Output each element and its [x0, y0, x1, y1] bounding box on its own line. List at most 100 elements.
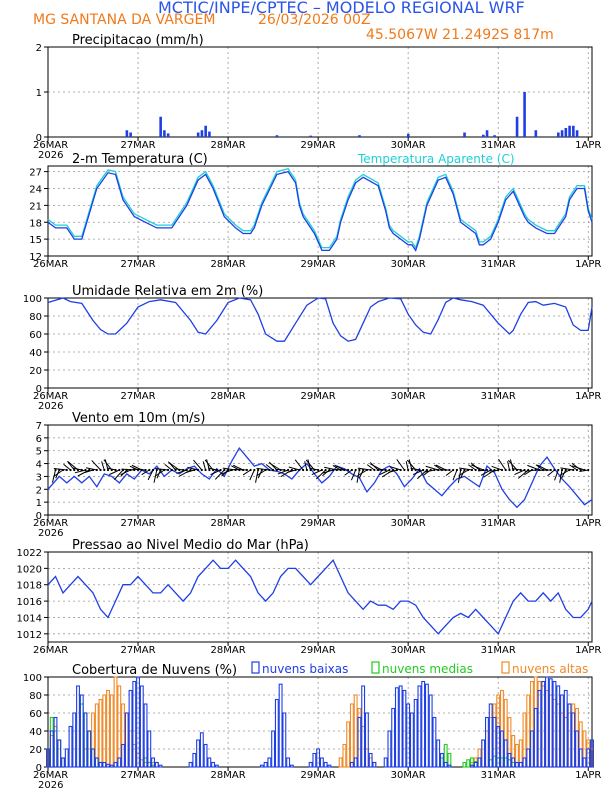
wind-arrow-head — [208, 468, 211, 472]
chart-header-coords: 45.5067W 21.2492S 817m — [366, 27, 554, 43]
cloud-bar — [466, 759, 471, 768]
wind-arrow — [77, 469, 90, 477]
wind-arrow — [460, 469, 465, 479]
wind-arrow — [121, 468, 135, 471]
cloud-bar — [541, 680, 546, 768]
precip-bar — [166, 133, 170, 137]
x-tick-label: 29MAR — [301, 391, 336, 402]
wind-arrow-head — [455, 468, 459, 472]
wind-arrow-head — [534, 468, 537, 472]
wind-arrow — [554, 469, 559, 481]
wind-arrow-head — [99, 468, 102, 472]
y-tick-label: 15 — [29, 235, 42, 246]
cloud-bar — [503, 739, 508, 768]
wind-arrow-head — [452, 468, 455, 472]
cloud-bar — [46, 748, 50, 768]
y-tick-label: 1012 — [17, 630, 42, 641]
wind-arrow — [232, 464, 244, 471]
panel-1 — [44, 46, 593, 141]
wind-arrow — [147, 469, 154, 481]
cloud-bar — [364, 712, 369, 768]
wind-arrow-head — [256, 468, 260, 472]
panel-2 — [44, 165, 593, 260]
wind-arrow-head — [73, 468, 76, 472]
wind-arrow — [524, 469, 536, 472]
x-tick-label: 26MAR — [33, 140, 68, 151]
wind-arrow-head — [283, 468, 286, 472]
cloud-bar — [368, 752, 373, 768]
cloud-bar — [500, 730, 504, 768]
wind-arrow — [222, 467, 236, 471]
wind-arrow-head — [410, 468, 414, 472]
wind-arrow — [91, 460, 101, 471]
wind-arrow — [477, 469, 487, 472]
series-line — [47, 297, 593, 342]
cloud-bar — [552, 680, 557, 768]
x-tick-year-label: 2026 — [38, 150, 63, 161]
cloud-bar — [349, 703, 354, 768]
cloud-bar — [398, 685, 403, 768]
wind-arrow-head — [448, 468, 451, 472]
cloud-bar — [526, 748, 531, 768]
wind-arrow-head — [166, 468, 170, 472]
cloud-bar — [507, 752, 512, 768]
cloud-bar — [586, 748, 591, 768]
wind-arrow-head — [320, 468, 323, 472]
wind-arrow — [233, 468, 247, 471]
x-tick-label: 28MAR — [211, 140, 246, 151]
cloud-bar — [575, 730, 579, 768]
wind-arrow — [344, 469, 353, 476]
x-tick-label: 30MAR — [391, 259, 426, 270]
cloud-bar — [533, 707, 538, 768]
wind-arrow — [425, 465, 439, 471]
cloud-bar — [188, 761, 193, 768]
wind-arrow-head — [268, 468, 271, 472]
y-tick-label: 40 — [29, 727, 42, 738]
x-tick-label: 30MAR — [391, 645, 426, 656]
cloud-bar — [109, 694, 114, 768]
x-tick-label: 1APR — [575, 645, 601, 656]
wind-arrow — [459, 467, 473, 471]
cloud-bar — [439, 752, 444, 768]
wind-arrow — [435, 464, 446, 471]
wind-arrow-head — [587, 468, 590, 472]
x-tick-label: 31MAR — [481, 518, 516, 529]
wind-arrow — [202, 461, 207, 471]
wind-arrow-head — [369, 468, 372, 472]
wind-arrow — [423, 469, 435, 473]
cloud-bar — [443, 761, 448, 768]
wind-arrow — [569, 464, 578, 471]
wind-arrow-head — [425, 468, 429, 472]
y-tick-label: 40 — [29, 348, 42, 359]
wind-arrow — [67, 461, 75, 471]
x-tick-label: 26MAR — [33, 259, 68, 270]
cloud-bar — [211, 761, 216, 768]
wind-arrow — [155, 467, 169, 471]
wind-arrow-head — [500, 468, 504, 472]
wind-arrow — [74, 469, 86, 474]
wind-arrow — [113, 469, 124, 480]
cloud-bar — [289, 764, 294, 768]
wind-arrow — [256, 467, 270, 471]
x-tick-label: 26MAR — [33, 518, 68, 529]
cloud-bar — [124, 712, 129, 768]
wind-arrow — [559, 469, 563, 483]
wind-arrow — [468, 464, 476, 471]
y-tick-label: 7 — [36, 421, 42, 432]
cloud-bar — [72, 712, 77, 768]
x-tick-label: 1APR — [575, 140, 601, 151]
wind-arrow — [561, 469, 567, 479]
wind-arrow-head — [151, 468, 155, 472]
x-tick-label: 26MAR — [33, 645, 68, 656]
legend-swatch — [371, 661, 380, 674]
wind-arrow-head — [148, 468, 151, 472]
legend-swatch — [251, 661, 260, 674]
cloud-bar — [312, 752, 317, 768]
precip-bar — [275, 135, 279, 137]
y-tick-label: 100 — [23, 294, 42, 305]
precip-bar — [208, 131, 211, 137]
wind-arrow — [275, 468, 285, 471]
cloud-bar — [496, 725, 501, 768]
wind-arrow — [579, 469, 589, 473]
wind-arrow-head — [272, 468, 275, 472]
